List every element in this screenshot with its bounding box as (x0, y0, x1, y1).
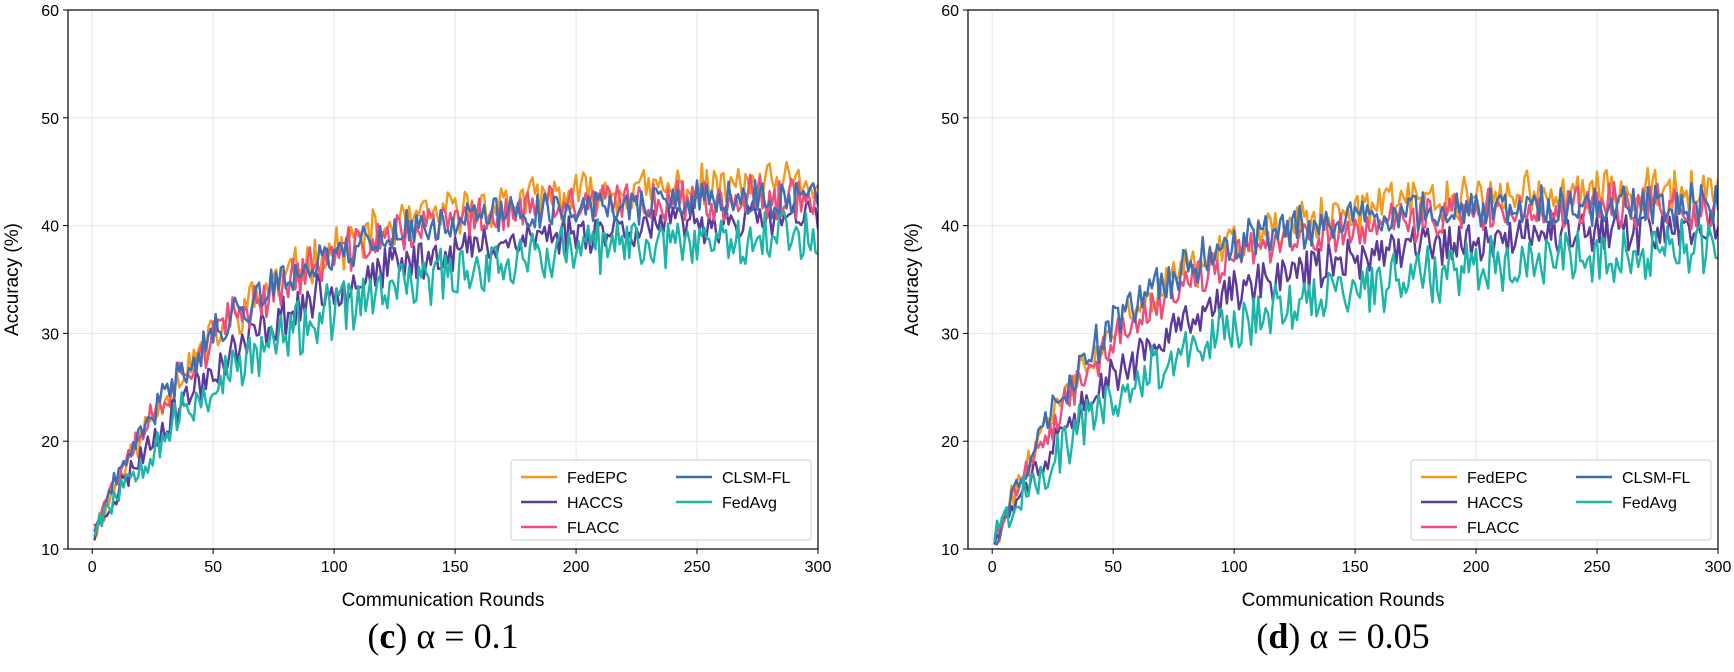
legend-item-clsm-fl: CLSM-FL (1576, 470, 1691, 487)
x-tick-label: 150 (1342, 559, 1369, 576)
legend-label: FedAvg (722, 495, 777, 512)
y-tick-label: 20 (41, 434, 59, 451)
y-tick-label: 30 (41, 326, 59, 343)
series-line-fedavg (993, 218, 1718, 543)
x-tick-label: 250 (1584, 559, 1611, 576)
y-tick-label: 10 (941, 542, 959, 559)
y-tick-label: 40 (941, 219, 959, 236)
x-tick-label: 150 (442, 559, 469, 576)
x-tick-label: 50 (204, 559, 222, 576)
x-tick-label: 200 (1463, 559, 1490, 576)
y-axis-title: Accuracy (%) (902, 223, 923, 336)
y-tick-label: 60 (941, 3, 959, 20)
y-tick-label: 40 (41, 219, 59, 236)
legend-item-flacc: FLACC (521, 520, 619, 537)
legend-item-flacc: FLACC (1421, 520, 1519, 537)
legend-item-haccs: HACCS (1421, 495, 1523, 512)
plot-frame (967, 9, 1719, 550)
x-tick-label: 100 (1221, 559, 1248, 576)
x-tick-label: 300 (1705, 559, 1732, 576)
legend-item-fedepc: FedEPC (1421, 470, 1527, 487)
legend-box (1410, 459, 1712, 541)
panel-caption: (d) α = 0.05 (1256, 616, 1429, 656)
x-tick-label: 50 (1104, 559, 1122, 576)
x-axis-title: Communication Rounds (342, 590, 545, 611)
y-tick-label: 50 (41, 111, 59, 128)
series-line-clsm-fl (993, 182, 1718, 546)
y-tick-label: 60 (41, 3, 59, 20)
chart-panel-c: 0 50 100 150 200 250 300 10 20 30 40 50 60 Communicat… (2, 3, 831, 656)
y-tick-label: 20 (941, 434, 959, 451)
series-group (993, 166, 1718, 546)
series-group (93, 161, 818, 541)
legend-item-fedavg: FedAvg (1576, 495, 1677, 512)
legend-item-fedepc: FedEPC (521, 470, 627, 487)
legend-label: CLSM-FL (1622, 470, 1691, 487)
legend-item-fedavg: FedAvg (676, 495, 777, 512)
y-tick-label: 50 (941, 111, 959, 128)
legend-box (510, 459, 812, 541)
series-line-fedavg (93, 210, 818, 537)
chart-panel-d: 0 50 100 150 200 250 300 10 20 30 40 50 60 Communicat… (902, 3, 1731, 656)
x-tick-label: 200 (563, 559, 590, 576)
legend-label: HACCS (1467, 495, 1523, 512)
x-tick-label: 300 (805, 559, 832, 576)
legend-label: FedEPC (567, 470, 627, 487)
x-tick-label: 0 (988, 559, 997, 576)
x-axis-title: Communication Rounds (1242, 590, 1445, 611)
panel-caption: (c) α = 0.1 (367, 616, 518, 656)
legend-label: HACCS (567, 495, 623, 512)
series-line-haccs (93, 200, 818, 541)
y-tick-label: 10 (41, 542, 59, 559)
series-line-clsm-fl (93, 179, 818, 533)
series-line-flacc (993, 180, 1718, 541)
legend-label: FedAvg (1622, 495, 1677, 512)
y-axis-title: Accuracy (%) (2, 223, 23, 336)
x-tick-label: 0 (88, 559, 97, 576)
legend-label: FLACC (567, 520, 619, 537)
series-line-haccs (993, 209, 1718, 545)
legend-label: FLACC (1467, 520, 1519, 537)
x-tick-label: 250 (684, 559, 711, 576)
legend-item-haccs: HACCS (521, 495, 623, 512)
x-tick-label: 100 (321, 559, 348, 576)
legend-label: CLSM-FL (722, 470, 791, 487)
legend-label: FedEPC (1467, 470, 1527, 487)
legend-item-clsm-fl: CLSM-FL (676, 470, 791, 487)
plot-frame (67, 9, 819, 550)
y-tick-label: 30 (941, 326, 959, 343)
